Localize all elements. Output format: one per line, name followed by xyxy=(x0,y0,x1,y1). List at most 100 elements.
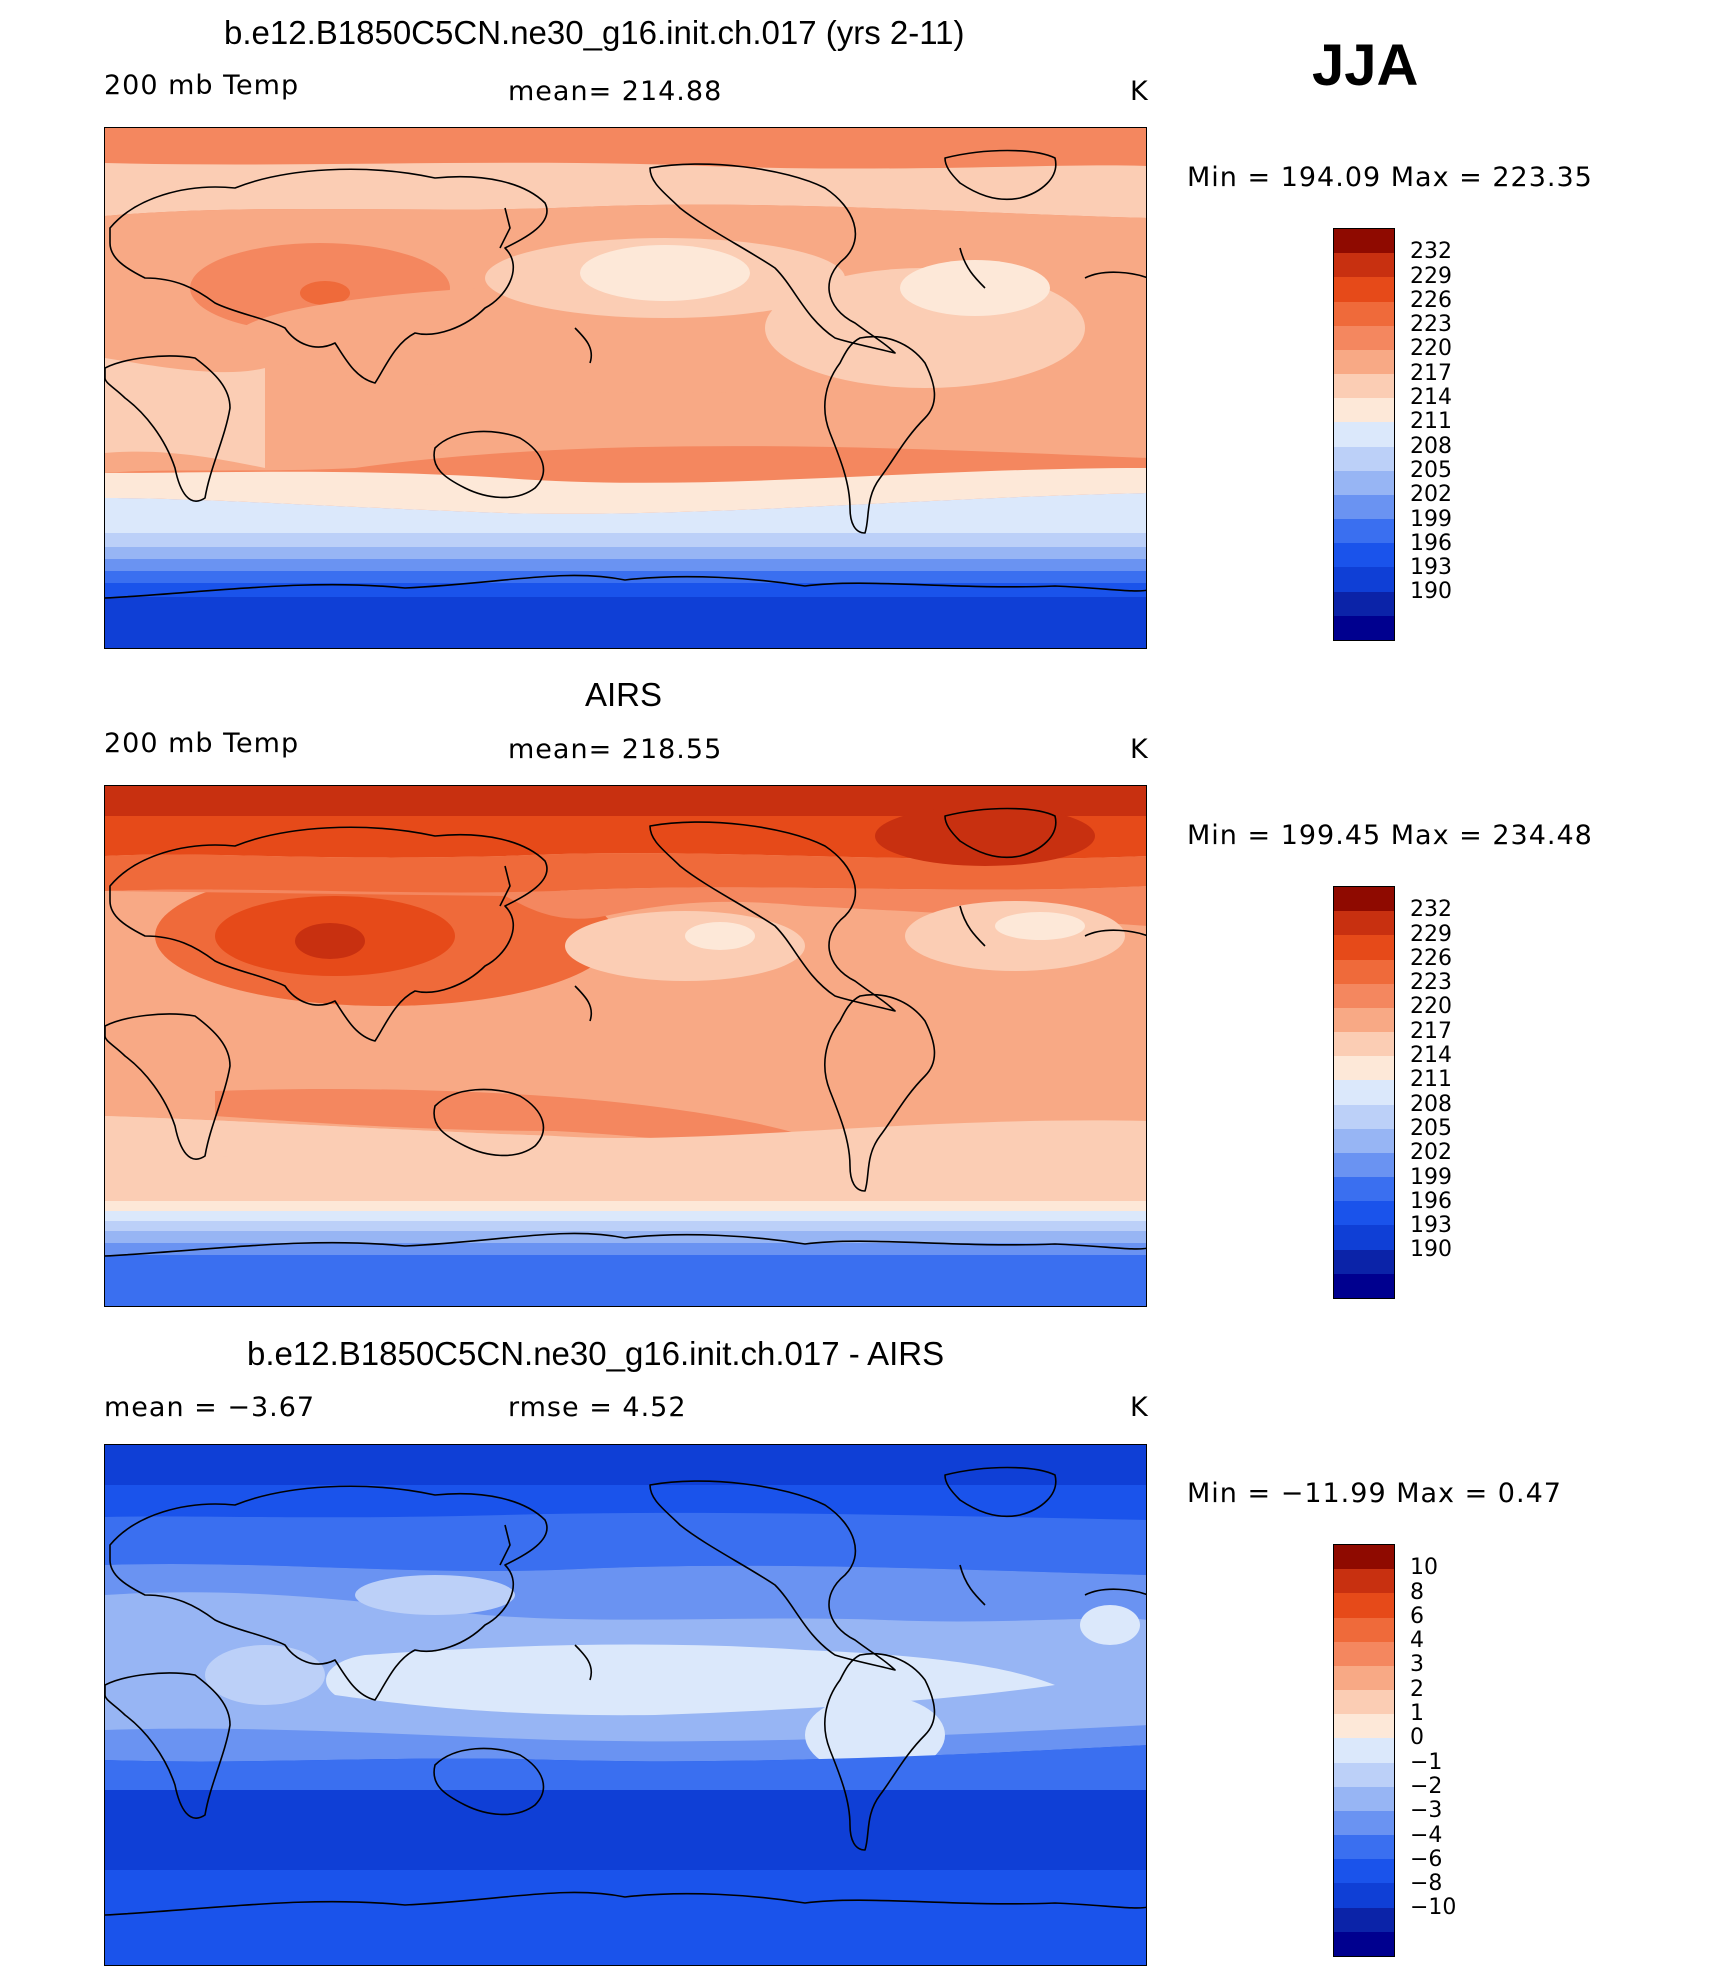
colorbar-tick-label: 205 xyxy=(1410,457,1452,483)
colorbar-tick-label: 193 xyxy=(1410,555,1452,581)
colorbar-tick-label: −3 xyxy=(1410,1798,1443,1824)
colorbar-tick-label: 10 xyxy=(1410,1555,1438,1581)
colorbar-segment xyxy=(1334,519,1394,544)
colorbar-tick-label: 4 xyxy=(1410,1628,1424,1654)
panel3-minmax: Min = −11.99 Max = 0.47 xyxy=(1187,1478,1562,1509)
colorbar-tick-label: 6 xyxy=(1410,1603,1424,1629)
panel2-title: AIRS xyxy=(585,676,663,713)
colorbar-segment xyxy=(1334,1104,1394,1129)
colorbar-segment xyxy=(1334,1128,1394,1153)
colorbar-tick-label: 202 xyxy=(1410,1140,1452,1166)
colorbar-segment xyxy=(1334,422,1394,447)
colorbar-segment xyxy=(1334,1907,1394,1932)
colorbar-tick-label: 217 xyxy=(1410,1018,1452,1044)
colorbar-tick-label: 1 xyxy=(1410,1701,1424,1727)
colorbar-tick-label: 199 xyxy=(1410,1164,1452,1190)
colorbar-segment xyxy=(1334,1056,1394,1081)
colorbar-tick-label: 205 xyxy=(1410,1115,1452,1141)
colorbar-segment xyxy=(1334,1641,1394,1666)
colorbar-segment xyxy=(1334,1931,1394,1956)
colorbar-segment xyxy=(1334,1545,1394,1570)
panel1-minmax: Min = 194.09 Max = 223.35 xyxy=(1187,162,1593,193)
colorbar-tick-label: 3 xyxy=(1410,1652,1424,1678)
colorbar-tick-label: 232 xyxy=(1410,897,1452,923)
colorbar-segment xyxy=(1334,591,1394,616)
colorbar-tick-label: 220 xyxy=(1410,994,1452,1020)
colorbar-segment xyxy=(1334,1152,1394,1178)
panel1-units-label: K xyxy=(1130,76,1149,107)
colorbar-segment xyxy=(1334,1177,1394,1202)
colorbar-segment xyxy=(1334,983,1394,1008)
colorbar-segment xyxy=(1334,1249,1394,1274)
panel3-mean-label: mean = −3.67 xyxy=(104,1392,316,1423)
colorbar-segment xyxy=(1334,1080,1394,1105)
colorbar-segment xyxy=(1334,911,1394,936)
colorbar-segment xyxy=(1334,277,1394,302)
panel2-mean-label: mean= 218.55 xyxy=(508,734,723,765)
colorbar-segment xyxy=(1334,1617,1394,1642)
colorbar-segment xyxy=(1334,1714,1394,1739)
colorbar-segment xyxy=(1334,1762,1394,1787)
colorbar-tick-label: −8 xyxy=(1410,1871,1443,1897)
colorbar-tick-label: 211 xyxy=(1410,1067,1452,1093)
colorbar-tick-label: 229 xyxy=(1410,921,1452,947)
colorbar-segment xyxy=(1334,543,1394,568)
colorbar-tick-label: 220 xyxy=(1410,336,1452,362)
colorbar-tick-label: −6 xyxy=(1410,1846,1443,1872)
colorbar-segment xyxy=(1334,374,1394,399)
panel2-minmax: Min = 199.45 Max = 234.48 xyxy=(1187,820,1593,851)
colorbar-tick-label: 223 xyxy=(1410,312,1452,338)
colorbar-segment xyxy=(1334,1810,1394,1836)
colorbar-segment xyxy=(1334,1273,1394,1298)
colorbar-segment xyxy=(1334,470,1394,495)
colorbar-segment xyxy=(1334,959,1394,984)
panel3-rmse-label: rmse = 4.52 xyxy=(508,1392,687,1423)
colorbar-tick-label: 193 xyxy=(1410,1213,1452,1239)
colorbar-segment xyxy=(1334,446,1394,471)
panel2-field-label: 200 mb Temp xyxy=(104,728,300,759)
colorbar-segment xyxy=(1334,1665,1394,1691)
panel2-colorbar xyxy=(1333,886,1395,1299)
colorbar-segment xyxy=(1334,1569,1394,1594)
season-label: JJA xyxy=(1312,33,1419,98)
colorbar-segment xyxy=(1334,325,1394,350)
panel2-map xyxy=(104,785,1147,1307)
colorbar-segment xyxy=(1334,1690,1394,1715)
colorbar-tick-label: 8 xyxy=(1410,1579,1424,1605)
colorbar-tick-label: −4 xyxy=(1410,1822,1443,1848)
panel3-colorbar xyxy=(1333,1544,1395,1957)
colorbar-segment xyxy=(1334,1032,1394,1057)
colorbar-tick-label: 196 xyxy=(1410,530,1452,556)
colorbar-tick-label: 226 xyxy=(1410,287,1452,313)
colorbar-tick-label: 214 xyxy=(1410,385,1452,411)
colorbar-tick-label: 208 xyxy=(1410,433,1452,459)
colorbar-segment xyxy=(1334,887,1394,912)
colorbar-segment xyxy=(1334,494,1394,520)
panel1-map xyxy=(104,127,1147,649)
colorbar-segment xyxy=(1334,1225,1394,1250)
colorbar-tick-label: 190 xyxy=(1410,1237,1452,1263)
panel3-units-label: K xyxy=(1130,1392,1149,1423)
colorbar-segment xyxy=(1334,1593,1394,1618)
colorbar-segment xyxy=(1334,1835,1394,1860)
panel3-title: b.e12.B1850C5CN.ne30_g16.init.ch.017 - A… xyxy=(247,1335,945,1372)
colorbar-tick-label: 202 xyxy=(1410,482,1452,508)
panel3-map xyxy=(104,1444,1147,1966)
colorbar-segment xyxy=(1334,1786,1394,1811)
panel1-field-label: 200 mb Temp xyxy=(104,70,300,101)
colorbar-tick-label: 223 xyxy=(1410,970,1452,996)
colorbar-segment xyxy=(1334,301,1394,326)
colorbar-segment xyxy=(1334,1738,1394,1763)
colorbar-tick-label: −2 xyxy=(1410,1773,1443,1799)
colorbar-segment xyxy=(1334,1007,1394,1033)
colorbar-tick-label: 214 xyxy=(1410,1043,1452,1069)
panel2-units-label: K xyxy=(1130,734,1149,765)
colorbar-tick-label: 211 xyxy=(1410,409,1452,435)
colorbar-segment xyxy=(1334,398,1394,423)
colorbar-segment xyxy=(1334,1883,1394,1908)
colorbar-segment xyxy=(1334,253,1394,278)
colorbar-tick-label: 226 xyxy=(1410,945,1452,971)
colorbar-segment xyxy=(1334,1859,1394,1884)
colorbar-tick-label: 229 xyxy=(1410,263,1452,289)
colorbar-segment xyxy=(1334,935,1394,960)
